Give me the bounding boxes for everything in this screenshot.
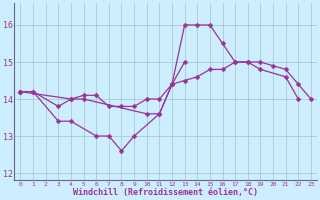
X-axis label: Windchill (Refroidissement éolien,°C): Windchill (Refroidissement éolien,°C): [73, 188, 258, 197]
